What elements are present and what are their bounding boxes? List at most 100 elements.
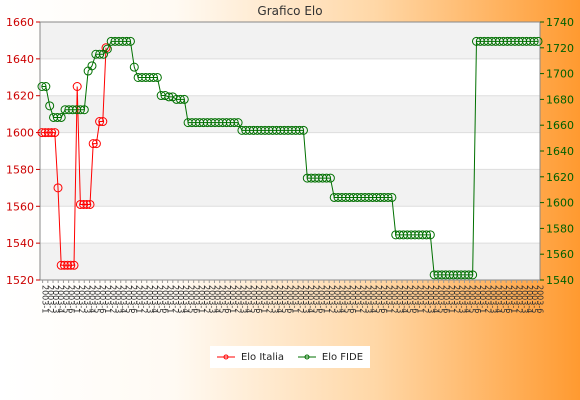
x-tick-label: 2003-1: [353, 285, 362, 313]
right-axis-tick-label: 1620: [546, 171, 574, 184]
data-point-fide: [75, 105, 85, 115]
grid-band: [40, 243, 540, 280]
x-tick-label: 2003-1: [384, 285, 393, 313]
x-tick-label: 2003-6: [348, 285, 357, 313]
x-tick-label: 2003-1: [134, 285, 143, 313]
data-point-fide: [421, 230, 431, 240]
data-point-fide: [295, 125, 305, 135]
data-point-italia: [43, 128, 53, 138]
data-point-italia: [75, 199, 85, 209]
x-tick-label: 2003-4: [306, 285, 315, 313]
x-tick-label: 2003-3: [457, 285, 466, 313]
x-tick-label: 2003-4: [119, 285, 128, 313]
x-tick-label: 2003-4: [87, 285, 96, 313]
left-axis-tick-label: 1660: [6, 16, 34, 29]
x-tick-label: 2003-5: [249, 285, 258, 313]
data-point-italia: [79, 199, 89, 209]
grid-band: [40, 22, 540, 59]
data-point-fide: [125, 36, 135, 46]
legend-label-italia: Elo Italia: [240, 351, 285, 363]
x-tick-label: 2003-5: [186, 285, 195, 313]
x-tick-label: 2003-4: [400, 285, 409, 313]
x-tick-label: 2003-3: [239, 285, 248, 313]
x-tick-label: 2003-2: [515, 285, 524, 313]
data-point-italia: [88, 139, 98, 149]
data-point-italia: [85, 199, 95, 209]
x-tick-label: 2003-3: [51, 285, 60, 313]
x-tick-label: 2003-3: [82, 285, 91, 313]
x-tick-label: 2003-3: [520, 285, 529, 313]
x-tick-label: 2003-1: [41, 285, 50, 313]
x-tick-label: 2003-6: [473, 285, 482, 313]
data-point-fide: [229, 118, 239, 128]
data-point-italia: [66, 260, 76, 270]
legend-marker-italia: [216, 354, 235, 360]
x-tick-label: 2003-5: [124, 285, 133, 313]
x-tick-label: 2003-1: [228, 285, 237, 313]
x-tick-label: 2003-1: [322, 285, 331, 313]
x-tick-label: 2003-2: [421, 285, 430, 313]
x-tick-label: 2003-3: [395, 285, 404, 313]
x-tick-label: 2003-6: [67, 285, 76, 313]
x-tick-label: 2003-3: [426, 285, 435, 313]
data-point-fide: [52, 112, 62, 122]
x-tick-label: 2003-2: [452, 285, 461, 313]
x-tick-label: 2003-3: [489, 285, 498, 313]
x-tick-label: 2003-6: [285, 285, 294, 313]
x-tick-label: 2003-1: [166, 285, 175, 313]
data-point-fide: [149, 72, 159, 82]
x-tick-label: 2003-4: [494, 285, 503, 313]
x-tick-label: 2003-6: [254, 285, 263, 313]
x-tick-label: 2003-6: [160, 285, 169, 313]
data-point-italia: [56, 260, 66, 270]
data-point-fide: [383, 192, 393, 202]
right-axis-tick-label: 1540: [546, 274, 574, 287]
grid-band: [40, 169, 540, 207]
right-axis-tick-label: 1740: [546, 16, 574, 29]
x-tick-label: 2003-4: [212, 285, 221, 313]
x-tick-label: 2003-1: [447, 285, 456, 313]
data-point-fide: [41, 82, 51, 91]
x-tick-label: 2003-5: [311, 285, 320, 313]
x-tick-label: 2003-6: [129, 285, 138, 313]
data-point-italia: [82, 199, 92, 209]
x-tick-label: 2003-5: [93, 285, 102, 313]
data-point-fide: [425, 230, 435, 240]
x-tick-label: 2003-3: [207, 285, 216, 313]
x-tick-label: 2003-6: [535, 285, 544, 313]
left-axis-tick-label: 1540: [6, 237, 34, 250]
data-point-italia: [59, 260, 69, 270]
legend-item-italia: Elo Italia: [216, 351, 285, 363]
left-axis-tick-label: 1580: [6, 163, 34, 176]
data-point-fide: [529, 36, 539, 46]
series-line-fide: [42, 40, 538, 276]
x-tick-label: 2003-2: [46, 285, 55, 313]
data-point-fide: [79, 105, 89, 115]
x-tick-label: 2003-3: [114, 285, 123, 313]
x-tick-label: 2003-6: [223, 285, 232, 313]
x-tick-label: 2003-4: [150, 285, 159, 313]
x-tick-label: 2003-2: [390, 285, 399, 313]
legend-item-fide: Elo FIDE: [297, 352, 363, 363]
right-axis-tick-label: 1720: [546, 42, 574, 55]
data-point-fide: [179, 94, 189, 104]
x-tick-label: 2003-2: [265, 285, 274, 313]
x-tick-label: 2003-4: [525, 285, 534, 313]
x-tick-label: 2003-4: [275, 285, 284, 313]
x-tick-label: 2003-2: [108, 285, 117, 313]
x-tick-label: 2003-1: [478, 285, 487, 313]
x-tick-label: 2003-5: [530, 285, 539, 313]
x-tick-label: 2003-3: [364, 285, 373, 313]
right-axis-tick-label: 1660: [546, 119, 574, 132]
x-tick-label: 2003-2: [358, 285, 367, 313]
data-point-fide: [468, 270, 478, 280]
x-tick-label: 2003-5: [436, 285, 445, 313]
x-tick-label: 2003-6: [410, 285, 419, 313]
x-tick-label: 2003-2: [202, 285, 211, 313]
data-point-fide: [164, 92, 174, 102]
data-point-fide: [56, 112, 66, 122]
x-tick-label: 2003-1: [103, 285, 112, 313]
data-point-fide: [37, 82, 47, 91]
x-tick-label: 2003-4: [244, 285, 253, 313]
x-tick-label: 2003-6: [504, 285, 513, 313]
